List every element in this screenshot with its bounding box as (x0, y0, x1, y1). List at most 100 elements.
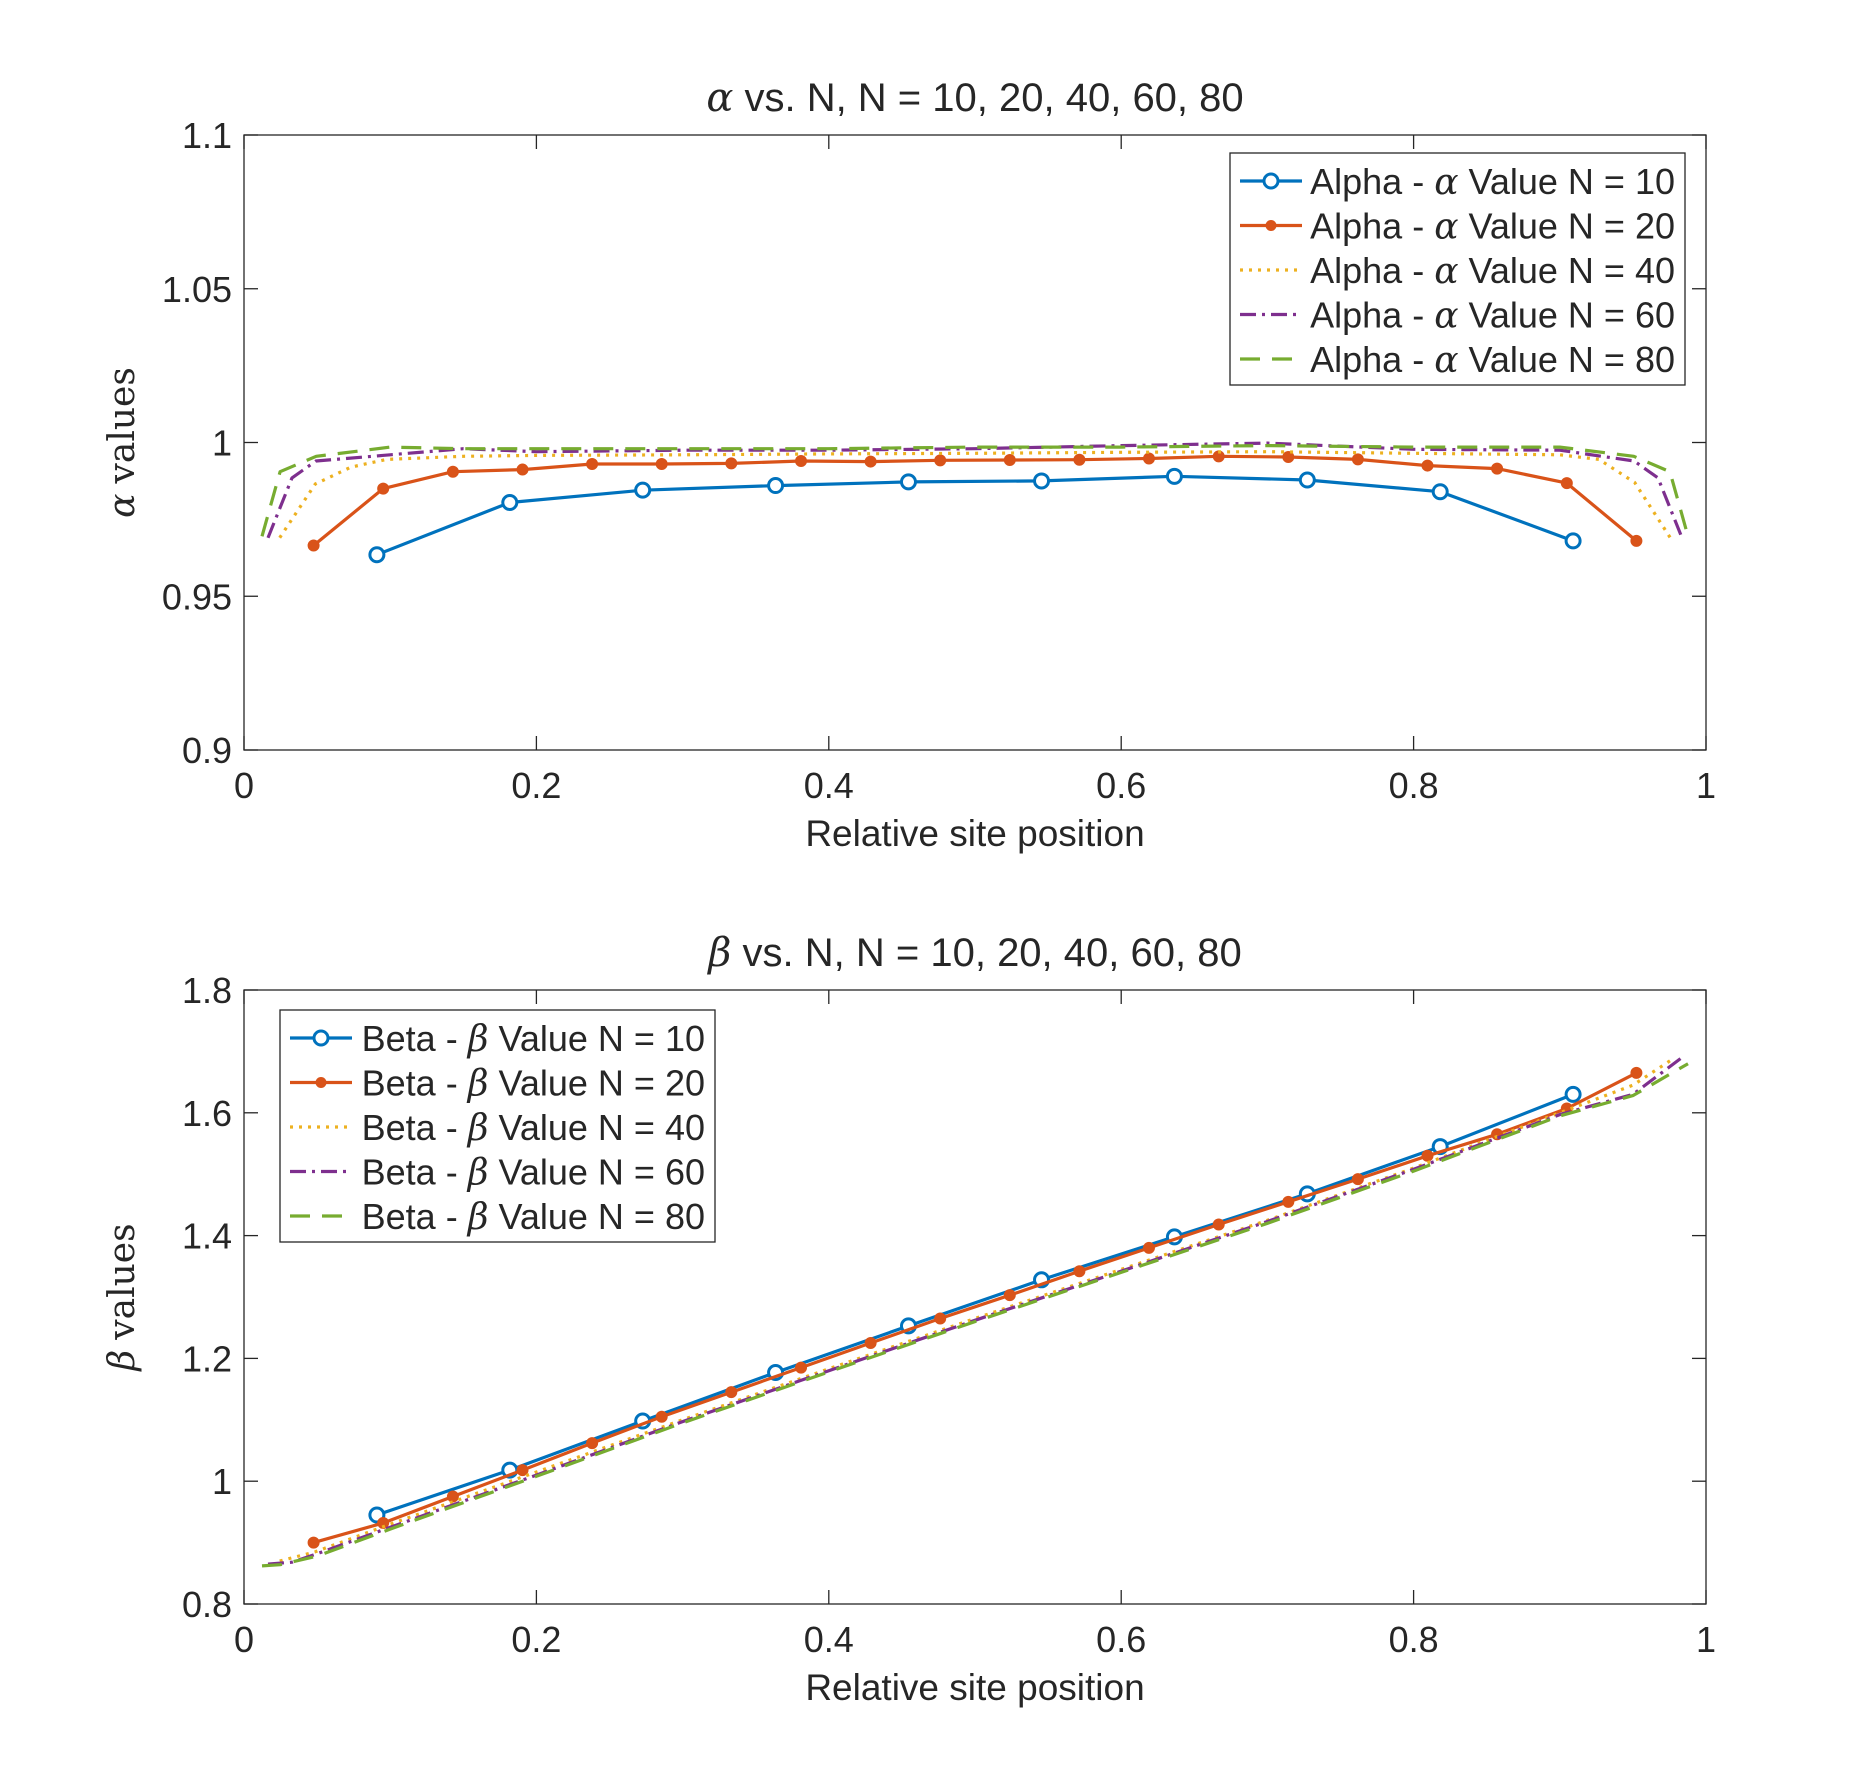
x-tick-label: 1 (1696, 1619, 1716, 1660)
x-axis-label: Relative site position (805, 813, 1144, 854)
y-axis-label: β values (101, 1223, 143, 1372)
data-point (1142, 452, 1155, 465)
series-line-n10 (376, 1092, 1574, 1517)
data-point (1564, 532, 1582, 550)
series-line-n20 (313, 1071, 1638, 1545)
data-point (1630, 534, 1643, 547)
legend-label: Alpha - α Value N = 60 (1310, 295, 1675, 337)
chart-title: α vs. N, N = 10, 20, 40, 60, 80 (706, 75, 1243, 121)
y-tick-label: 0.9 (182, 730, 232, 771)
data-point (1282, 450, 1295, 463)
legend-label: Beta - β Value N = 80 (362, 1196, 705, 1238)
data-point (655, 1410, 668, 1423)
legend-box (1229, 152, 1686, 386)
title-text: vs. N, N = 10, 20, 40, 60, 80 (743, 931, 1242, 975)
series-group (260, 441, 1690, 564)
x-axis-label: Relative site position (805, 1667, 1144, 1708)
data-point (586, 458, 599, 471)
legend-marker (1265, 220, 1277, 231)
y-tick-label: 1.2 (182, 1338, 232, 1379)
x-tick-label: 1 (1696, 765, 1716, 806)
y-tick-label: 1 (212, 1461, 232, 1502)
legend-label: Beta - β Value N = 40 (362, 1107, 705, 1149)
series-line-n40 (278, 450, 1672, 539)
data-point (446, 1490, 459, 1503)
data-point (516, 1464, 529, 1477)
y-tick-label: 1.4 (182, 1216, 232, 1257)
legend-label: Alpha - α Value N = 80 (1310, 339, 1675, 381)
data-point (501, 493, 519, 511)
data-point (1003, 454, 1016, 467)
y-tick-label: 0.95 (162, 576, 232, 617)
data-point (307, 1536, 320, 1549)
data-point (1033, 472, 1051, 490)
data-point (1431, 483, 1449, 501)
y-tick-label: 1 (212, 423, 232, 464)
data-point (1351, 1173, 1364, 1186)
legend-label: Beta - β Value N = 10 (362, 1018, 705, 1060)
legend-label: Beta - β Value N = 60 (362, 1152, 705, 1194)
ylabel-greek: β (102, 1350, 143, 1373)
y-tick-label: 0.8 (182, 1584, 232, 1625)
data-point (368, 546, 386, 564)
data-point (795, 1361, 808, 1374)
data-point (1003, 1289, 1016, 1302)
data-point (725, 1386, 738, 1399)
data-point (446, 465, 459, 478)
data-point (586, 1437, 599, 1450)
title-greek: α (706, 75, 733, 121)
data-point (864, 455, 877, 468)
series-group (261, 1056, 1689, 1568)
x-tick-label: 0.2 (511, 1619, 561, 1660)
x-tick-label: 0 (234, 765, 254, 806)
data-point (1073, 1265, 1086, 1278)
legend-label: Alpha - α Value N = 10 (1310, 161, 1675, 203)
data-point (1165, 467, 1183, 485)
data-point (516, 463, 529, 476)
data-point (795, 454, 808, 467)
data-point (1298, 471, 1316, 489)
y-tick-label: 1.05 (162, 269, 232, 310)
x-tick-label: 0.2 (511, 765, 561, 806)
data-point (1564, 1085, 1582, 1103)
legend-box (279, 1009, 716, 1243)
x-tick-label: 0.6 (1096, 765, 1146, 806)
data-point (1212, 1218, 1225, 1231)
data-point (307, 539, 320, 552)
legend-marker (1262, 172, 1280, 190)
data-point (1073, 453, 1086, 466)
data-point (725, 457, 738, 470)
ylabel-greek: α (102, 493, 143, 517)
legend-label: Alpha - α Value N = 40 (1310, 250, 1675, 292)
ylabel-text: values (102, 367, 143, 484)
legend-marker (315, 1077, 327, 1088)
series-line-n80 (260, 444, 1690, 537)
x-tick-label: 0.4 (804, 765, 854, 806)
chart-1: 0 0.2 0.4 0.6 0.8 1 0.9 0.95 1 1.05 1.1 α vs. N, N … (102, 75, 1716, 854)
data-point (1491, 462, 1504, 475)
y-tick-label: 1.8 (182, 970, 232, 1011)
x-tick-label: 0.4 (804, 1619, 854, 1660)
data-point (899, 473, 917, 491)
legend-label: Beta - β Value N = 20 (362, 1063, 705, 1105)
legend-label: Alpha - α Value N = 20 (1310, 206, 1675, 248)
data-point (934, 1312, 947, 1325)
x-tick-label: 0 (234, 1619, 254, 1660)
title-greek: β (706, 930, 731, 976)
data-point (634, 481, 652, 499)
data-point (1282, 1195, 1295, 1208)
chart-title: β vs. N, N = 10, 20, 40, 60, 80 (706, 930, 1241, 976)
data-point (655, 458, 668, 471)
title-text: vs. N, N = 10, 20, 40, 60, 80 (744, 76, 1243, 120)
data-point (864, 1337, 877, 1350)
ylabel-text: values (102, 1223, 143, 1340)
y-tick-label: 1.1 (182, 115, 232, 156)
data-point (1351, 453, 1364, 466)
series-line-n80 (261, 1062, 1689, 1568)
legend-marker (312, 1029, 330, 1047)
y-tick-label: 1.6 (182, 1093, 232, 1134)
data-point (377, 482, 390, 495)
data-point (1560, 477, 1573, 490)
